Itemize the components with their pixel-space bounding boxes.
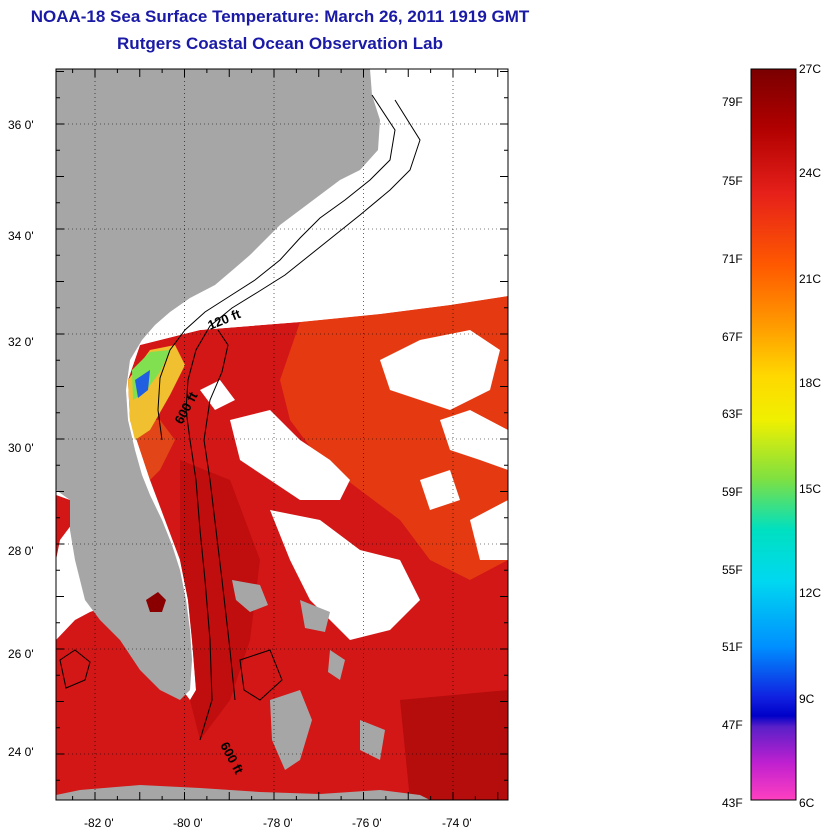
colorbar-c-18: 18C — [799, 376, 822, 390]
colorbar-c-24: 24C — [799, 166, 822, 180]
lon-label-82: -82 0' — [84, 816, 114, 830]
colorbar-f-75: 75F — [722, 174, 743, 188]
lon-label-74: -74 0' — [442, 816, 472, 830]
lat-label-24: 24 0' — [8, 745, 34, 759]
colorbar-c-21: 21C — [799, 272, 822, 286]
colorbar-f-47: 47F — [722, 718, 743, 732]
lon-label-78: -78 0' — [263, 816, 293, 830]
lat-label-32: 32 0' — [8, 335, 34, 349]
colorbar — [750, 68, 797, 801]
colorbar-c-9: 9C — [799, 692, 815, 706]
colorbar-c-12: 12C — [799, 586, 822, 600]
lat-label-36: 36 0' — [8, 118, 34, 132]
map-title: NOAA-18 Sea Surface Temperature: March 2… — [30, 7, 530, 26]
map-subtitle: Rutgers Coastal Ocean Observation Lab — [117, 34, 443, 53]
map-frame — [55, 68, 509, 801]
lat-label-28: 28 0' — [8, 544, 34, 558]
lon-label-76: -76 0' — [352, 816, 382, 830]
colorbar-f-79: 79F — [722, 95, 743, 109]
colorbar-f-63: 63F — [722, 407, 743, 421]
cloud-cover — [200, 330, 508, 640]
colorbar-c-15: 15C — [799, 482, 822, 496]
colorbar-c-27: 27C — [799, 62, 822, 76]
land-mass — [56, 69, 380, 700]
colorbar-f-67: 67F — [722, 330, 743, 344]
colorbar-f-59: 59F — [722, 485, 743, 499]
colorbar-c-6: 6C — [799, 796, 815, 810]
lat-label-26: 26 0' — [8, 647, 34, 661]
colorbar-f-43: 43F — [722, 796, 743, 810]
colorbar-f-51: 51F — [722, 640, 743, 654]
map-area — [56, 69, 508, 800]
lat-label-34: 34 0' — [8, 229, 34, 243]
lat-label-30: 30 0' — [8, 441, 34, 455]
colorbar-f-71: 71F — [722, 252, 743, 266]
colorbar-f-55: 55F — [722, 563, 743, 577]
lon-label-80: -80 0' — [173, 816, 203, 830]
